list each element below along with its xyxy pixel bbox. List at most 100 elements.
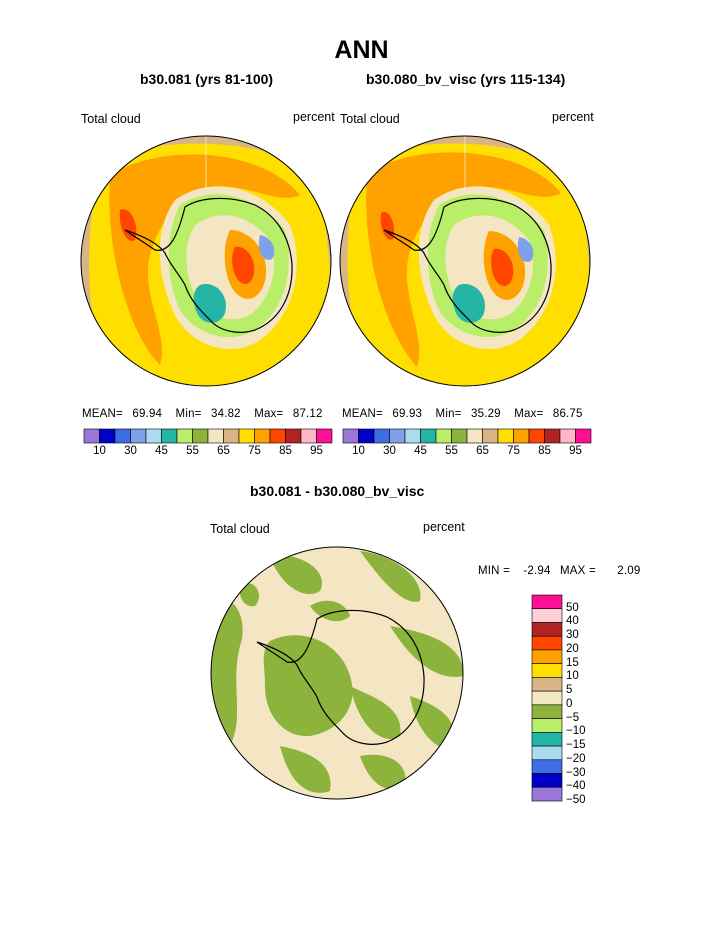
colorbar-tick-label: 10	[352, 445, 365, 457]
colorbar-swatch	[285, 428, 302, 444]
panel2-min-label: Min=	[435, 408, 462, 420]
colorbar-tick-label: 50	[566, 601, 579, 614]
colorbar-tick-label: −10	[566, 725, 586, 738]
colorbar-swatch	[531, 663, 563, 678]
panel1-colorbar-ticks: 10 30 45 55 65 75 85 95	[84, 445, 332, 461]
colorbar-tick-label: −20	[566, 752, 586, 765]
colorbar-swatch	[531, 622, 563, 637]
colorbar-tick-label: 85	[538, 445, 551, 457]
colorbar-swatch	[176, 428, 193, 444]
colorbar-tick-label: −30	[566, 766, 586, 779]
colorbar-swatch	[531, 649, 563, 664]
panel1-min-label: Min=	[175, 408, 202, 420]
colorbar-tick-label: 85	[279, 445, 292, 457]
colorbar-swatch	[531, 635, 563, 651]
diff-max-label: MAX =	[560, 565, 596, 577]
panel1-units-label: percent	[293, 110, 335, 124]
panel1-stats: MEAN= 69.94 Min= 34.82 Max= 87.12	[82, 408, 323, 420]
colorbar-swatch	[83, 428, 100, 444]
colorbar-tick-label: 0	[566, 697, 573, 710]
colorbar-swatch	[342, 428, 359, 444]
panel1-min-value: 34.82	[211, 408, 241, 420]
colorbar-tick-label: 95	[569, 445, 582, 457]
colorbar-swatch	[531, 773, 563, 788]
colorbar-swatch	[373, 428, 390, 444]
colorbar-swatch	[207, 428, 224, 444]
diff-stats: MIN = -2.94 MAX = 2.09	[478, 565, 640, 577]
colorbar-tick-label: 55	[445, 445, 458, 457]
colorbar-swatch	[316, 428, 333, 444]
colorbar-tick-label: 45	[155, 445, 168, 457]
colorbar-swatch	[358, 428, 375, 444]
colorbar-swatch	[531, 718, 563, 733]
colorbar-tick-label: −5	[566, 711, 580, 724]
colorbar-swatch	[531, 677, 563, 692]
colorbar-tick-label: 30	[383, 445, 396, 457]
diff-polar-map	[210, 546, 464, 800]
panel1-polar-map	[80, 135, 332, 387]
colorbar-swatch	[531, 745, 563, 761]
colorbar-swatch	[269, 428, 286, 444]
colorbar-tick-label: 10	[93, 445, 106, 457]
colorbar-swatch	[531, 594, 563, 610]
colorbar-tick-label: −50	[566, 794, 586, 806]
colorbar-swatch	[575, 428, 592, 444]
colorbar-tick-label: 95	[310, 445, 323, 457]
diff-max-value: 2.09	[617, 565, 641, 577]
colorbar-swatch	[300, 428, 317, 444]
panel2-mean-label: MEAN=	[342, 408, 383, 420]
panel1-max-value: 87.12	[292, 408, 323, 420]
colorbar-swatch	[531, 704, 563, 719]
diff-units-label: percent	[423, 520, 465, 534]
colorbar-swatch	[544, 428, 561, 444]
panel2-min-value: 35.29	[471, 408, 501, 420]
diff-variable-label: Total cloud	[210, 522, 270, 536]
colorbar-swatch	[114, 428, 131, 444]
diff-colorbar-ticks: 50 40 30 20 15 10 5 0 −5 −10 −15 −20 −30 −40 −50	[564, 595, 624, 806]
panel1-mean-label: MEAN=	[82, 408, 123, 420]
colorbar-tick-label: 75	[248, 445, 261, 457]
colorbar-swatch	[466, 428, 483, 444]
colorbar-swatch	[99, 428, 116, 444]
panel2-colorbar-ticks: 10 30 45 55 65 75 85 95	[343, 445, 591, 461]
diff-min-label: MIN =	[478, 565, 510, 577]
colorbar-tick-label: 30	[124, 445, 137, 457]
colorbar-swatch	[451, 428, 468, 444]
colorbar-swatch	[435, 428, 452, 444]
panel2-units-label: percent	[552, 110, 594, 124]
colorbar-tick-label: 65	[217, 445, 230, 457]
colorbar-swatch	[531, 608, 563, 623]
colorbar-swatch	[404, 428, 421, 444]
panel1-subtitle: b30.081 (yrs 81-100)	[140, 71, 274, 87]
colorbar-swatch	[223, 428, 240, 444]
colorbar-swatch	[528, 428, 545, 444]
colorbar-swatch	[130, 428, 147, 444]
panel2-mean-value: 69.93	[392, 408, 423, 420]
colorbar-swatch	[559, 428, 576, 444]
colorbar-swatch	[389, 428, 406, 444]
colorbar-tick-label: 45	[414, 445, 427, 457]
colorbar-tick-label: −15	[566, 739, 586, 752]
diff-min-value: -2.94	[523, 565, 551, 577]
colorbar-tick-label: 5	[566, 684, 573, 697]
colorbar-swatch	[513, 428, 530, 444]
colorbar-swatch	[531, 690, 563, 706]
colorbar-tick-label: 10	[566, 670, 579, 683]
panel2-stats: MEAN= 69.93 Min= 35.29 Max= 86.75	[342, 408, 583, 420]
colorbar-swatch	[238, 428, 255, 444]
colorbar-swatch	[254, 428, 271, 444]
panel2-subtitle: b30.080_bv_visc (yrs 115-134)	[366, 71, 566, 87]
colorbar-tick-label: 20	[566, 642, 579, 655]
colorbar-swatch	[497, 428, 514, 444]
diff-subtitle: b30.081 - b30.080_bv_visc	[250, 483, 425, 499]
colorbar-swatch	[161, 428, 178, 444]
colorbar-swatch	[420, 428, 437, 444]
colorbar-swatch	[531, 786, 563, 802]
colorbar-swatch	[482, 428, 499, 444]
colorbar-tick-label: 40	[566, 615, 579, 628]
colorbar-swatch	[145, 428, 162, 444]
colorbar-tick-label: 30	[566, 629, 579, 642]
panel2-colorbar	[342, 428, 592, 444]
panel1-colorbar	[83, 428, 333, 444]
page-title: ANN	[334, 36, 389, 64]
